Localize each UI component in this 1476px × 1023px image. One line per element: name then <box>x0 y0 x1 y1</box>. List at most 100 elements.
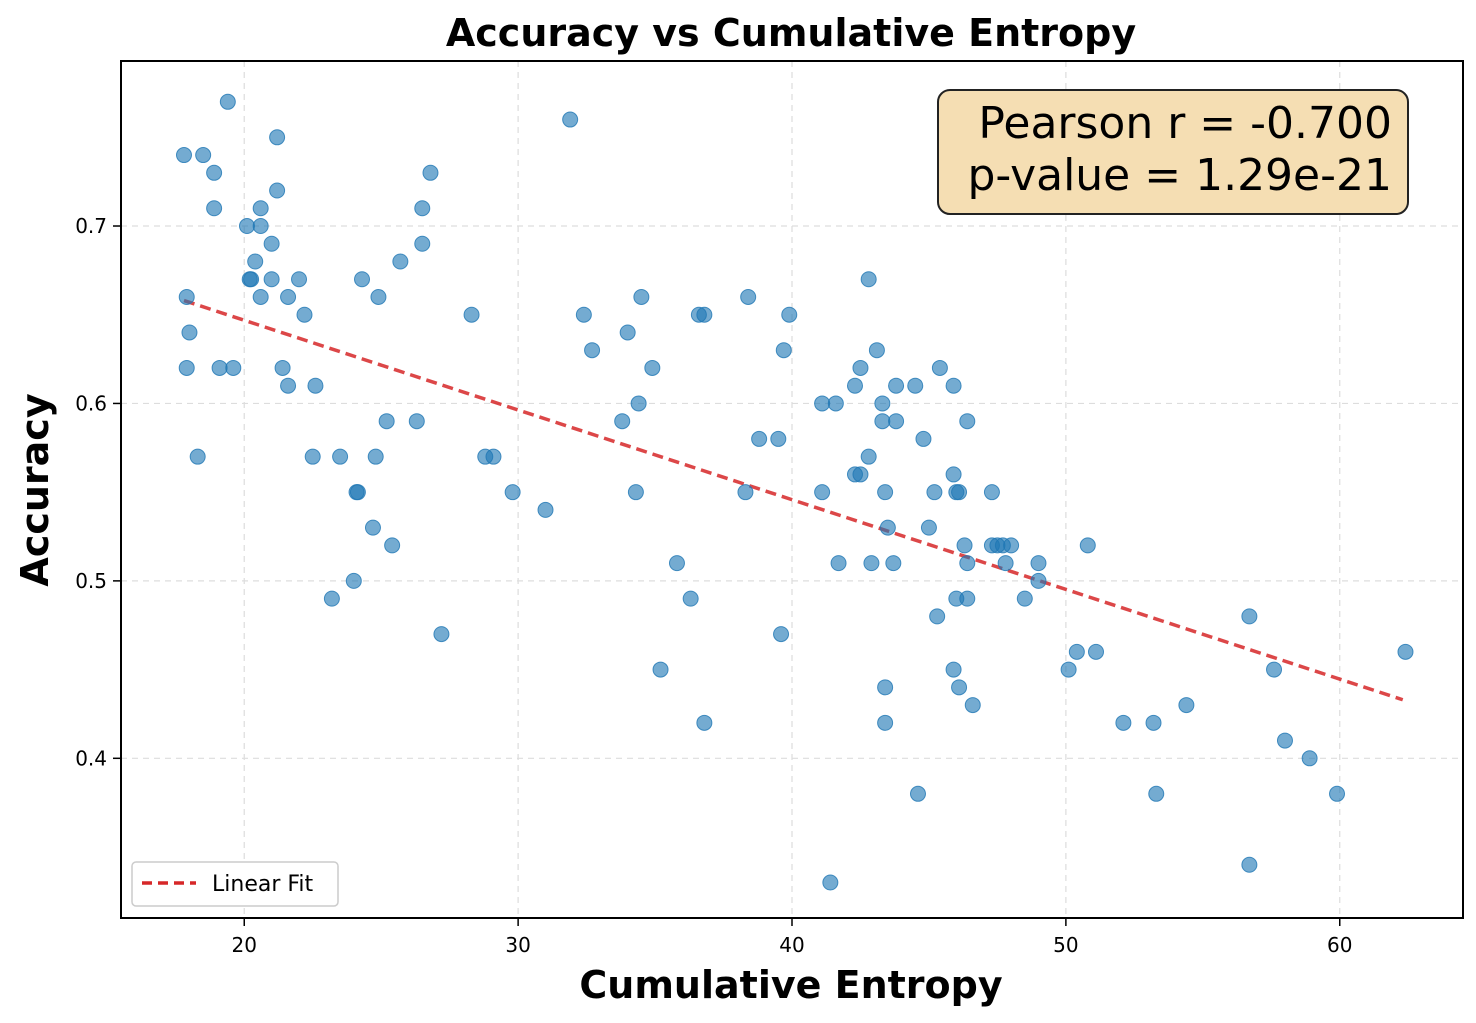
data-point <box>296 306 313 323</box>
data-point <box>909 785 926 802</box>
data-point <box>384 537 401 554</box>
data-point <box>485 448 502 465</box>
data-point <box>888 377 905 394</box>
data-point <box>877 484 894 501</box>
data-point <box>1178 697 1195 714</box>
data-point <box>364 519 381 536</box>
data-point <box>274 359 291 376</box>
linear-fit-line <box>183 298 1404 702</box>
data-point <box>951 484 968 501</box>
data-point <box>189 448 206 465</box>
pearson-r-text: Pearson r = -0.700 <box>978 98 1392 149</box>
data-point <box>852 466 869 483</box>
y-axis-label: Accuracy <box>13 393 57 586</box>
data-point <box>1079 537 1096 554</box>
data-point <box>773 626 790 643</box>
data-point <box>178 359 195 376</box>
data-point <box>1329 785 1346 802</box>
data-point <box>178 288 195 305</box>
x-tick-label: 30 <box>505 933 530 957</box>
data-point <box>696 714 713 731</box>
data-point <box>408 413 425 430</box>
fit-line-layer <box>183 298 1404 702</box>
data-point <box>280 377 297 394</box>
y-tick-label: 0.6 <box>75 391 107 415</box>
data-point <box>370 288 387 305</box>
data-point <box>1397 643 1414 660</box>
data-point <box>644 359 661 376</box>
data-point <box>504 484 521 501</box>
data-point <box>414 235 431 252</box>
data-point <box>1276 732 1293 749</box>
y-tick-label: 0.4 <box>75 746 107 770</box>
data-point <box>422 164 439 181</box>
data-point <box>280 288 297 305</box>
data-point <box>252 218 269 235</box>
data-point <box>630 395 647 412</box>
data-point <box>269 129 286 146</box>
data-point <box>627 484 644 501</box>
x-tick-label: 20 <box>232 933 257 957</box>
data-point <box>874 413 891 430</box>
data-point <box>1148 785 1165 802</box>
stats-annotation: Pearson r = -0.700 p-value = 1.29e-21 <box>937 89 1409 215</box>
data-point <box>863 555 880 572</box>
data-point <box>354 271 371 288</box>
data-point <box>252 288 269 305</box>
data-point <box>1266 661 1283 678</box>
data-point <box>1060 661 1077 678</box>
data-point <box>814 395 831 412</box>
data-point <box>956 537 973 554</box>
data-point <box>945 661 962 678</box>
y-tick-label: 0.7 <box>75 214 107 238</box>
data-point <box>392 253 409 270</box>
data-point <box>827 395 844 412</box>
data-point <box>332 448 349 465</box>
data-point <box>206 200 223 217</box>
data-point <box>252 200 269 217</box>
data-point <box>770 430 787 447</box>
data-point <box>619 324 636 341</box>
data-point <box>1241 608 1258 625</box>
data-point <box>945 466 962 483</box>
data-point <box>929 608 946 625</box>
data-point <box>247 253 264 270</box>
data-point <box>1030 555 1047 572</box>
data-points <box>175 93 1414 891</box>
data-point <box>983 484 1000 501</box>
data-point <box>860 448 877 465</box>
data-point <box>860 271 877 288</box>
data-point <box>879 519 896 536</box>
data-point <box>885 555 902 572</box>
data-point <box>219 93 236 110</box>
stats-box <box>937 89 1409 215</box>
data-point <box>614 413 631 430</box>
data-point <box>874 395 891 412</box>
data-point <box>238 218 255 235</box>
data-point <box>304 448 321 465</box>
data-point <box>1145 714 1162 731</box>
data-point <box>537 501 554 518</box>
data-point <box>1241 856 1258 873</box>
data-point <box>1115 714 1132 731</box>
data-point <box>1030 572 1047 589</box>
x-axis-ticks: 20 30 40 50 60 <box>232 918 1352 957</box>
data-point <box>181 324 198 341</box>
data-point <box>211 359 228 376</box>
data-point <box>682 590 699 607</box>
p-value-text: p-value = 1.29e-21 <box>967 150 1392 201</box>
data-point <box>775 342 792 359</box>
data-point <box>915 430 932 447</box>
data-point <box>1068 643 1085 660</box>
data-point <box>1088 643 1105 660</box>
data-point <box>814 484 831 501</box>
data-point <box>367 448 384 465</box>
data-point <box>414 200 431 217</box>
data-point <box>291 271 308 288</box>
data-point <box>959 413 976 430</box>
data-point <box>433 626 450 643</box>
data-point <box>696 306 713 323</box>
data-point <box>323 590 340 607</box>
data-point <box>751 430 768 447</box>
